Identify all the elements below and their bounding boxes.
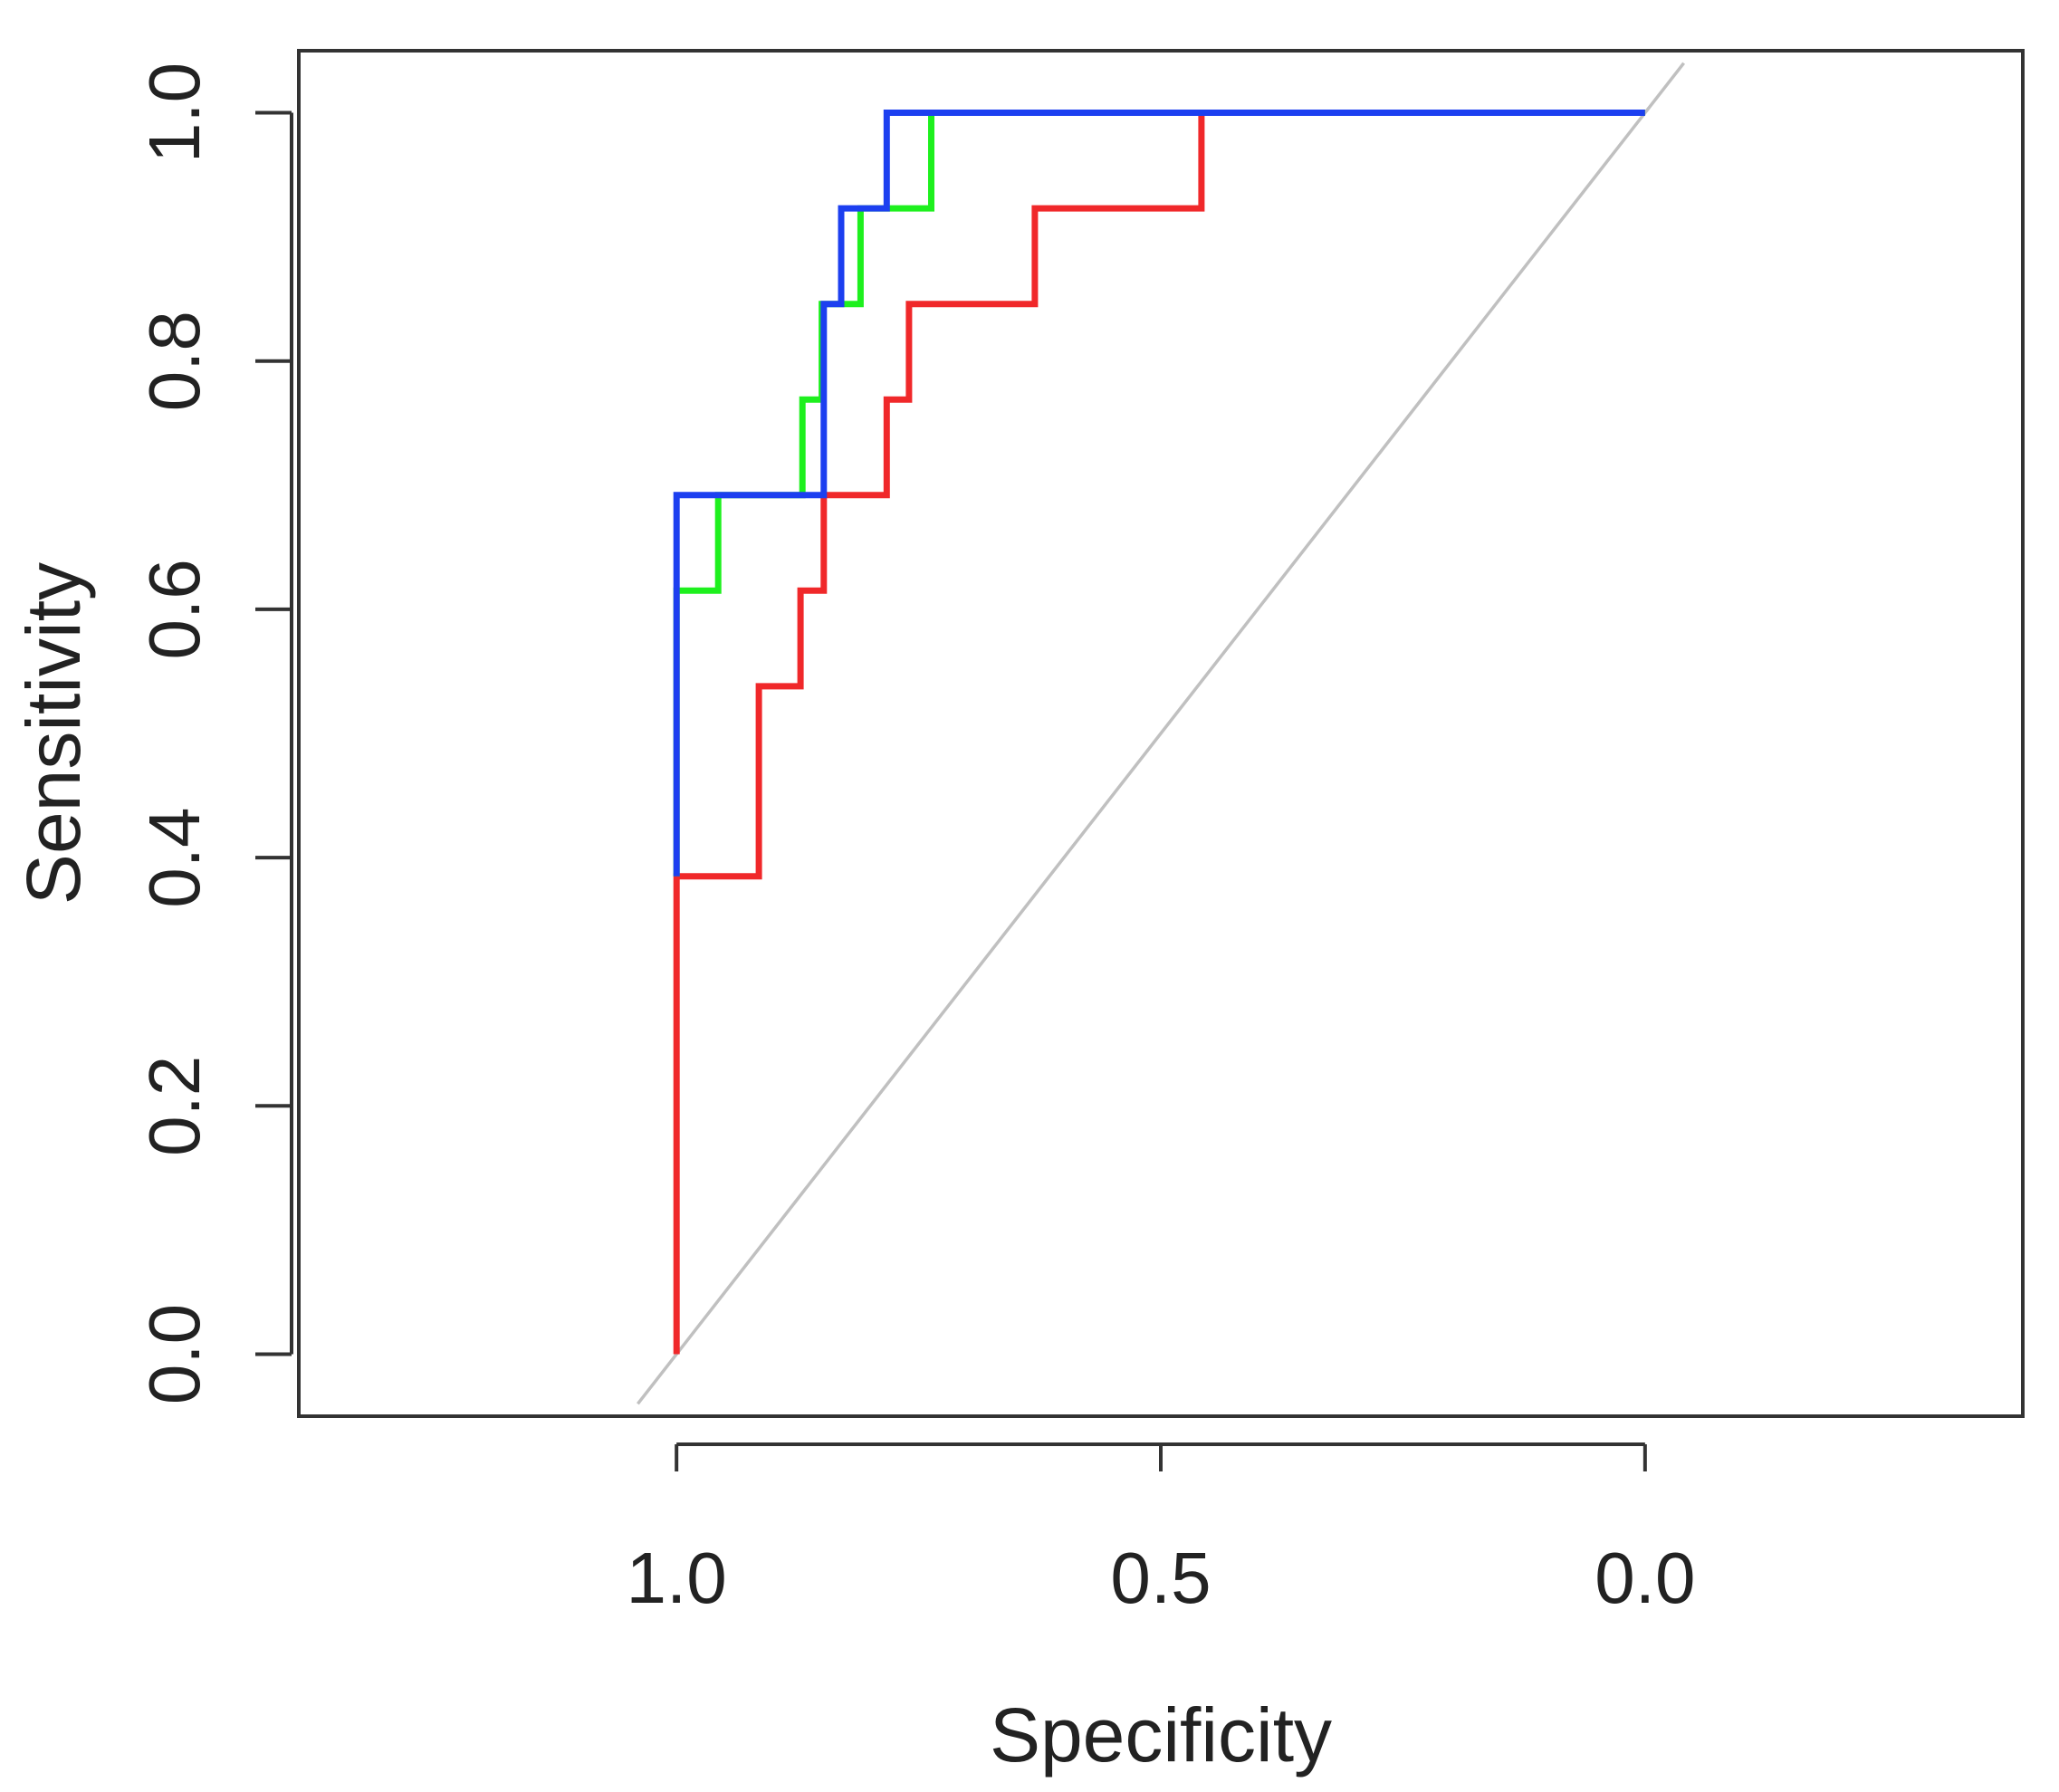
x-tick-label: 0.5: [1110, 1538, 1211, 1618]
x-axis-title: Specificity: [990, 1692, 1332, 1778]
plot-frame: [297, 49, 2025, 1418]
x-tick-label: 0.0: [1595, 1538, 1695, 1618]
y-axis: 0.0 0.2 0.4 0.6 0.8 1.0: [134, 62, 293, 1404]
reference-layer: [637, 62, 1685, 1405]
y-axis-title: Sensitivity: [11, 562, 96, 905]
y-tick-label: 0.8: [134, 311, 215, 411]
y-tick-label: 0.6: [134, 559, 215, 659]
y-tick-label: 1.0: [134, 62, 215, 163]
roc-curve-blue: [673, 110, 1645, 877]
y-tick-label: 0.0: [134, 1304, 215, 1404]
roc-curve-red: [673, 110, 1645, 1355]
x-axis: 1.0 0.5 0.0: [627, 1442, 1695, 1618]
x-tick-label: 1.0: [627, 1538, 727, 1618]
reference-diagonal-line: [637, 62, 1685, 1405]
y-tick-label: 0.2: [134, 1056, 215, 1156]
series-layer: [673, 110, 1645, 1355]
y-tick-label: 0.4: [134, 807, 215, 907]
